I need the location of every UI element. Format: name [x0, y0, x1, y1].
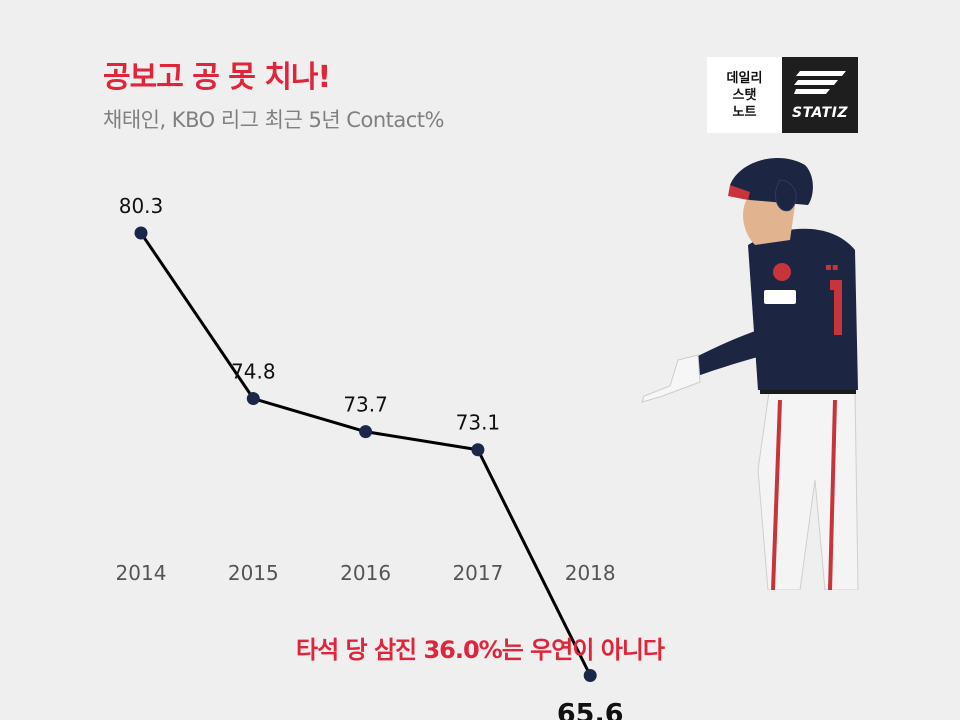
- x-tick-label-2017: 2017: [452, 561, 503, 585]
- x-tick-label-2014: 2014: [116, 561, 167, 585]
- series-line: [139, 232, 592, 677]
- data-label-2016: 73.7: [343, 393, 388, 417]
- brand-line-1: 데일리: [726, 70, 763, 86]
- svg-text:▪▪: ▪▪: [825, 262, 839, 273]
- data-label-2018: 65.6: [557, 698, 624, 720]
- page-subtitle: 채태인, KBO 리그 최근 5년 Contact%: [103, 108, 444, 132]
- x-tick-label-2016: 2016: [340, 561, 391, 585]
- statiz-stripes-icon: [794, 71, 846, 94]
- baseball-player-image: ▪▪: [641, 157, 859, 590]
- x-tick-label-2015: 2015: [228, 561, 279, 585]
- data-label-2015: 74.8: [231, 360, 276, 384]
- data-label-2014: 80.3: [119, 194, 164, 218]
- data-point-2018: [583, 668, 597, 682]
- data-point-2017: [471, 443, 485, 457]
- page-title: 공보고 공 못 치나!: [103, 60, 331, 95]
- data-label-2017: 73.1: [456, 411, 501, 435]
- brand-line-3: 노트: [732, 104, 757, 120]
- data-point-2014: [134, 226, 148, 240]
- statiz-logo: STATIZ: [782, 57, 858, 133]
- brand-line-2: 스탯: [732, 87, 757, 103]
- footer-caption: 타석 당 삼진 36.0%는 우연이 아니다: [296, 636, 665, 664]
- brand-logo: 데일리 스탯 노트 STATIZ: [707, 57, 858, 133]
- daily-stat-note-logo: 데일리 스탯 노트: [707, 57, 782, 133]
- statiz-wordmark: STATIZ: [792, 105, 848, 121]
- data-point-2016: [359, 425, 373, 439]
- x-tick-label-2018: 2018: [565, 561, 616, 585]
- data-point-2015: [246, 392, 260, 406]
